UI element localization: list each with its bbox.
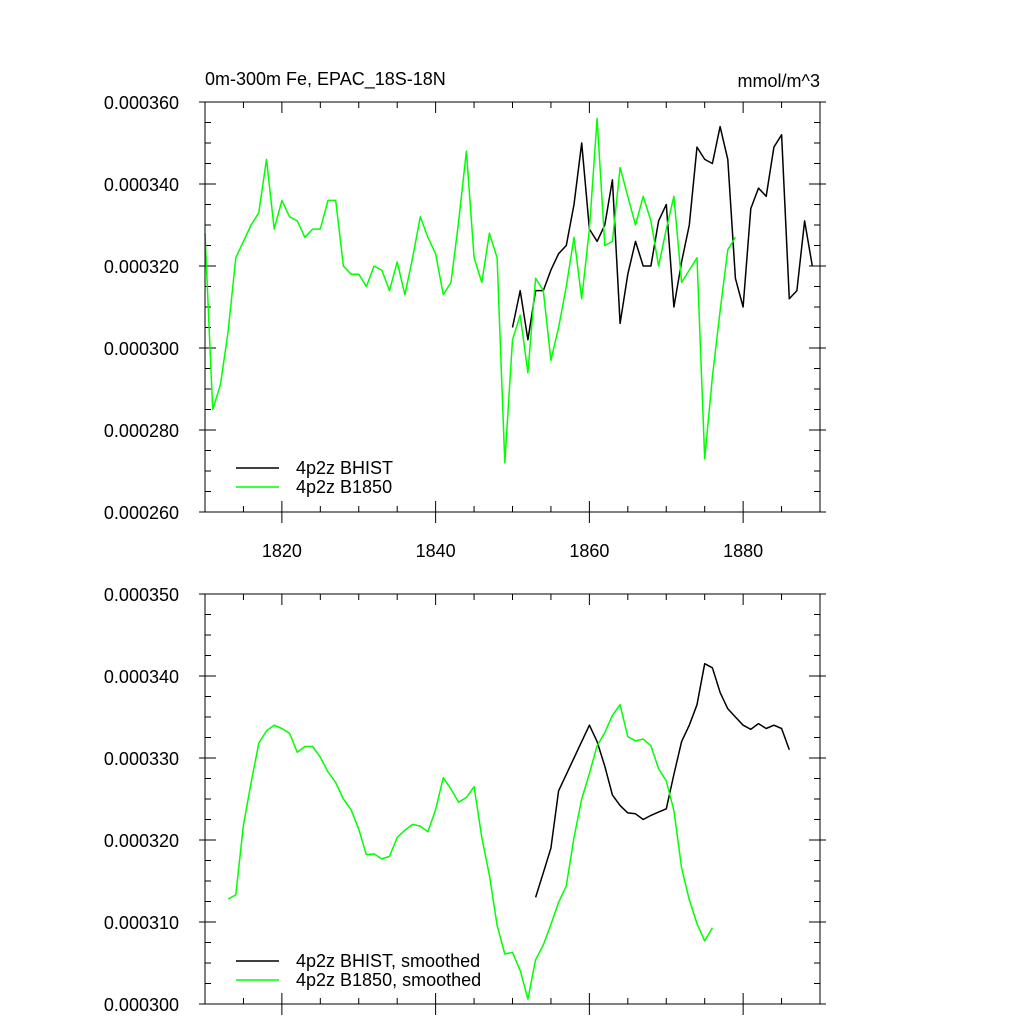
y-tick-label: 0.000280	[104, 421, 179, 441]
b1850-series-line	[204, 117, 737, 464]
y-tick-label: 0.000320	[104, 831, 179, 851]
y-tick-label: 0.000320	[104, 257, 179, 277]
legend-label-bhist: 4p2z BHIST	[296, 458, 393, 478]
bottom-panel: 0.000300 0.000310 0.000320 0.000330 0.000340…	[104, 585, 826, 1015]
legend-label-b1850: 4p2z B1850, smoothed	[296, 970, 481, 990]
y-tick-label: 0.000300	[104, 995, 179, 1015]
top-series-lines	[204, 117, 814, 464]
x-tick-label: 1880	[723, 541, 763, 561]
x-tick-label: 1820	[262, 541, 302, 561]
y-tick-label: 0.000260	[104, 503, 179, 523]
bhist-series-line	[511, 125, 814, 341]
bottom-plot-frame	[204, 593, 821, 1005]
top-ticks: 1820 1840 1860 1880 0.000260 0.000280 0.000300…	[104, 93, 826, 561]
bottom-ticks: 0.000300 0.000310 0.000320 0.000330 0.000340…	[104, 585, 826, 1015]
y-tick-label: 0.000340	[104, 667, 179, 687]
y-tick-label: 0.000330	[104, 749, 179, 769]
bottom-series-lines	[227, 662, 791, 1000]
legend-label-b1850: 4p2z B1850	[296, 477, 392, 497]
x-tick-label: 1860	[569, 541, 609, 561]
b1850-series-line	[227, 703, 714, 1000]
bhist-series-line	[534, 662, 791, 898]
top-chart-title: 0m-300m Fe, EPAC_18S-18N	[205, 69, 446, 90]
y-tick-label: 0.000360	[104, 93, 179, 113]
top-chart-units: mmol/m^3	[738, 71, 820, 91]
y-tick-label: 0.000350	[104, 585, 179, 605]
x-tick-label: 1840	[416, 541, 456, 561]
legend-label-bhist: 4p2z BHIST, smoothed	[296, 951, 480, 971]
top-plot-frame	[204, 101, 821, 513]
y-tick-label: 0.000310	[104, 913, 179, 933]
y-tick-label: 0.000340	[104, 175, 179, 195]
top-panel: 0m-300m Fe, EPAC_18S-18N mmol/m^3 1820 18…	[104, 69, 826, 561]
y-tick-label: 0.000300	[104, 339, 179, 359]
